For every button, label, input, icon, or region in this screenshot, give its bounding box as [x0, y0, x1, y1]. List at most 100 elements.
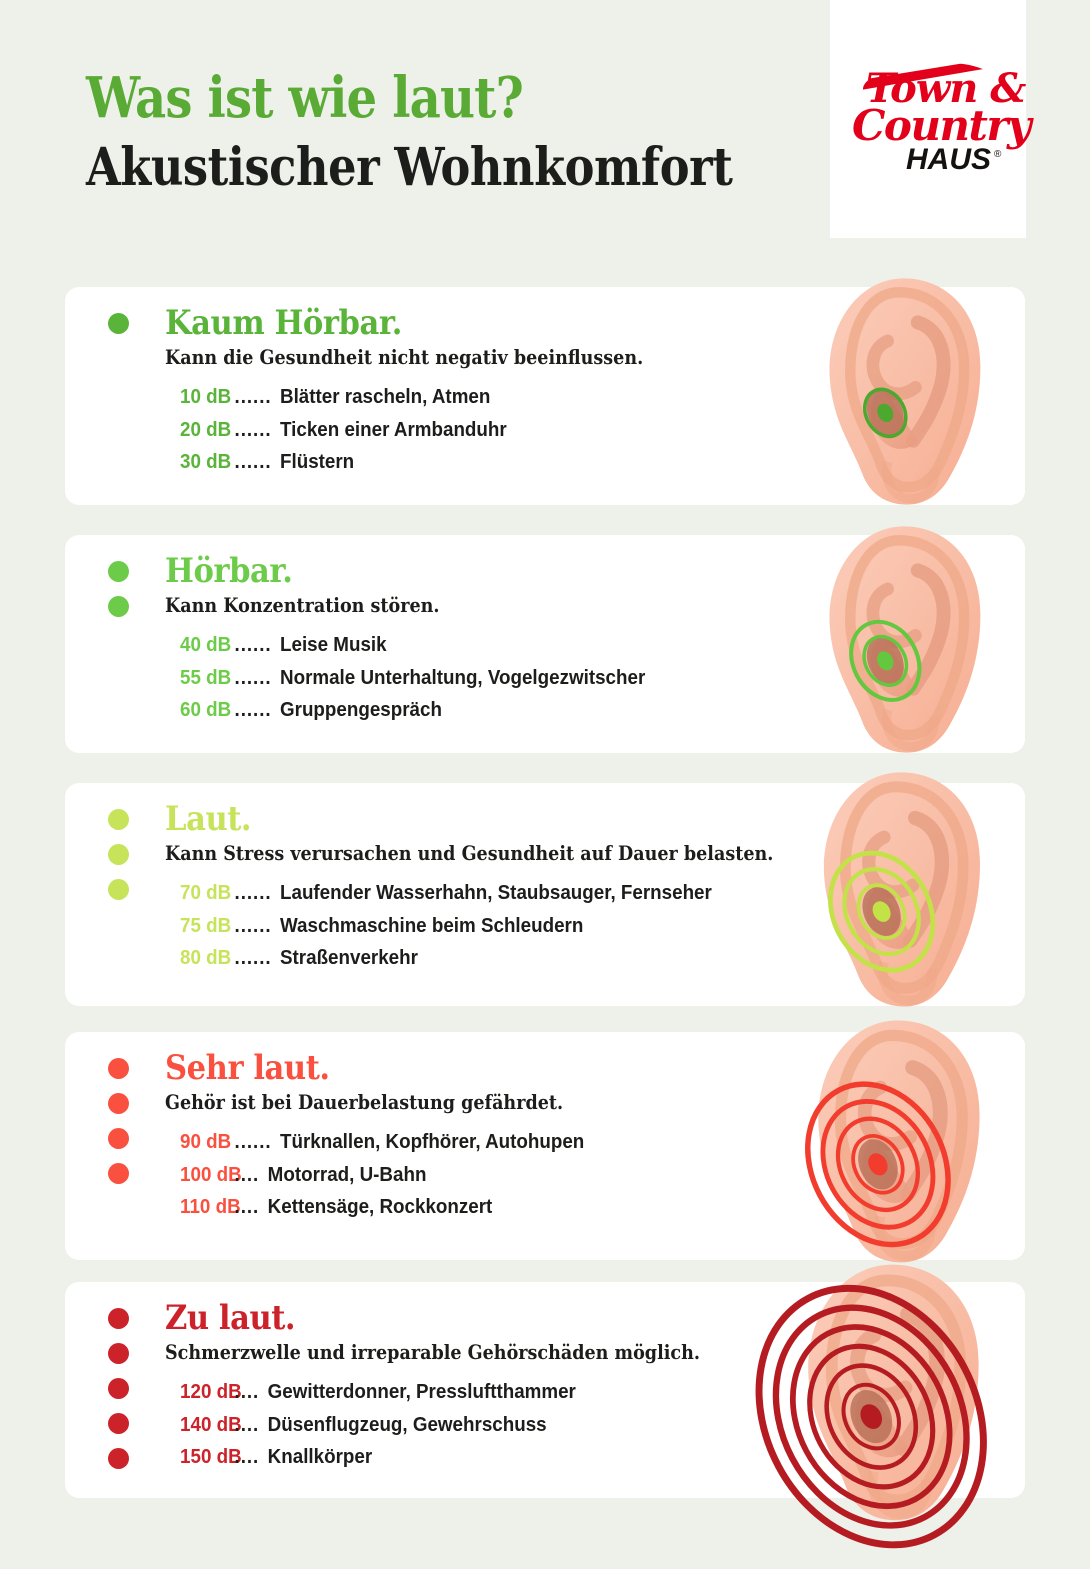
leader-dots: ......	[234, 451, 272, 474]
severity-dot-icon	[108, 809, 129, 830]
db-source-label: Normale Unterhaltung, Vogelgezwitscher	[280, 666, 646, 689]
severity-dot-icon	[108, 1413, 129, 1434]
severity-bullets	[108, 1058, 129, 1184]
section-card-zu-laut[interactable]: Zu laut. Schmerzwelle und irreparable Geh…	[65, 1282, 1025, 1498]
section-card-laut[interactable]: Laut. Kann Stress verursachen und Gesundh…	[65, 783, 1025, 1006]
db-level-row: 150 dB.... Knallkörper	[165, 1441, 724, 1473]
leader-dots: ......	[234, 386, 272, 409]
section-heading: Hörbar.	[165, 551, 293, 591]
severity-dot-icon	[108, 1163, 129, 1184]
section-body: Sehr laut. Gehör ist bei Dauerbelastung g…	[165, 1048, 611, 1224]
db-level-row: 70 dB...... Laufender Wasserhahn, Staubsa…	[165, 877, 800, 909]
db-level-row: 140 dB.... Düsenflugzeug, Gewehrschuss	[165, 1409, 724, 1441]
severity-bullets	[108, 313, 129, 334]
db-value: 30 dB	[180, 451, 232, 474]
severity-dot-icon	[108, 313, 129, 334]
db-level-list: 70 dB...... Laufender Wasserhahn, Staubsa…	[165, 877, 841, 974]
header: Was ist wie laut? Akustischer Wohnkomfor…	[0, 0, 1090, 240]
leader-dots: ......	[234, 418, 272, 441]
db-level-row: 40 dB...... Leise Musik	[165, 629, 645, 661]
section-heading: Zu laut.	[165, 1298, 296, 1338]
db-source-label: Kettensäge, Rockkonzert	[267, 1196, 493, 1219]
db-level-row: 55 dB...... Normale Unterhaltung, Vogelge…	[165, 662, 645, 694]
severity-bullets	[108, 809, 129, 900]
db-source-label: Blätter rascheln, Atmen	[280, 386, 491, 409]
leader-dots: ....	[234, 1381, 260, 1404]
leader-dots: ......	[234, 1131, 272, 1154]
leader-dots: ....	[234, 1196, 260, 1219]
db-source-label: Gewitterdonner, Pressluftthammer	[267, 1381, 576, 1404]
db-level-row: 20 dB...... Ticken einer Armbanduhr	[165, 414, 664, 446]
page-title: Was ist wie laut?	[86, 65, 524, 131]
db-value: 80 dB	[180, 947, 232, 970]
db-source-label: Flüstern	[280, 451, 355, 474]
leader-dots: ......	[234, 699, 272, 722]
db-value: 90 dB	[180, 1131, 232, 1154]
db-value: 10 dB	[180, 386, 232, 409]
severity-bullets	[108, 1308, 129, 1469]
db-value: 150 dB	[180, 1446, 242, 1469]
db-value: 55 dB	[180, 666, 232, 689]
db-source-label: Straßenverkehr	[280, 947, 418, 970]
db-source-label: Türknallen, Kopfhörer, Autohupen	[280, 1131, 585, 1154]
leader-dots: ......	[234, 634, 272, 657]
section-card-hoerbar[interactable]: Hörbar. Kann Konzentration stören. 40 dB..…	[65, 535, 1025, 753]
section-heading: Kaum Hörbar.	[165, 303, 402, 343]
severity-dot-icon	[108, 1448, 129, 1469]
db-value: 140 dB	[180, 1413, 242, 1436]
severity-dot-icon	[108, 1128, 129, 1149]
severity-dot-icon	[108, 1058, 129, 1079]
db-source-label: Laufender Wasserhahn, Staubsauger, Ferns…	[280, 882, 712, 905]
db-source-label: Knallkörper	[267, 1446, 373, 1469]
db-level-row: 120 dB.... Gewitterdonner, Pressluftthamm…	[165, 1376, 724, 1408]
db-value: 110 dB	[180, 1196, 241, 1219]
db-level-row: 30 dB...... Flüstern	[165, 446, 664, 478]
db-value: 100 dB	[180, 1163, 242, 1186]
db-level-row: 80 dB...... Straßenverkehr	[165, 942, 800, 974]
section-card-sehr-laut[interactable]: Sehr laut. Gehör ist bei Dauerbelastung g…	[65, 1032, 1025, 1260]
logo-line-haus: HAUS	[906, 142, 992, 176]
db-level-list: 120 dB.... Gewitterdonner, Pressluftthamm…	[165, 1376, 759, 1473]
section-description: Kann Konzentration stören.	[165, 594, 440, 618]
leader-dots: ....	[234, 1413, 260, 1436]
db-value: 75 dB	[180, 914, 232, 937]
db-level-row: 75 dB...... Waschmaschine beim Schleudern	[165, 910, 800, 942]
section-description: Kann die Gesundheit nicht negativ beeinf…	[165, 346, 644, 370]
db-source-label: Waschmaschine beim Schleudern	[280, 914, 584, 937]
severity-dot-icon	[108, 596, 129, 617]
db-value: 20 dB	[180, 418, 232, 441]
db-value: 60 dB	[180, 699, 232, 722]
db-level-list: 10 dB...... Blätter rascheln, Atmen 20 dB.…	[165, 381, 696, 478]
section-body: Laut. Kann Stress verursachen und Gesundh…	[165, 799, 841, 975]
db-level-row: 100 dB.... Motorrad, U-Bahn	[165, 1159, 584, 1191]
section-card-kaum-hoerbar[interactable]: Kaum Hörbar. Kann die Gesundheit nicht ne…	[65, 287, 1025, 505]
leader-dots: ......	[234, 947, 272, 970]
db-source-label: Motorrad, U-Bahn	[267, 1163, 427, 1186]
leader-dots: ......	[234, 914, 272, 937]
brand-logo[interactable]: Town & Country HAUS ®	[830, 0, 1031, 238]
db-level-row: 60 dB...... Gruppengespräch	[165, 694, 645, 726]
section-description: Gehör ist bei Dauerbelastung gefährdet.	[165, 1091, 564, 1115]
db-source-label: Gruppengespräch	[280, 699, 442, 722]
db-value: 120 dB	[180, 1381, 242, 1404]
severity-bullets	[108, 561, 129, 617]
db-value: 40 dB	[180, 634, 232, 657]
db-source-label: Leise Musik	[280, 634, 387, 657]
db-level-list: 40 dB...... Leise Musik 55 dB...... Normale…	[165, 629, 676, 726]
severity-dot-icon	[108, 1378, 129, 1399]
logo-line-town: Town &	[866, 64, 1026, 112]
severity-dot-icon	[108, 1308, 129, 1329]
section-body: Zu laut. Schmerzwelle und irreparable Geh…	[165, 1298, 759, 1474]
severity-dot-icon	[108, 1343, 129, 1364]
severity-dot-icon	[108, 561, 129, 582]
section-heading: Laut.	[165, 799, 252, 839]
severity-dot-icon	[108, 879, 129, 900]
section-body: Hörbar. Kann Konzentration stören. 40 dB..…	[165, 551, 676, 727]
severity-dot-icon	[108, 1093, 129, 1114]
logo-line-country: Country	[852, 100, 1031, 150]
leader-dots: ....	[234, 1163, 260, 1186]
leader-dots: ......	[234, 882, 272, 905]
db-value: 70 dB	[180, 882, 232, 905]
section-heading: Sehr laut.	[165, 1048, 330, 1088]
severity-dot-icon	[108, 844, 129, 865]
